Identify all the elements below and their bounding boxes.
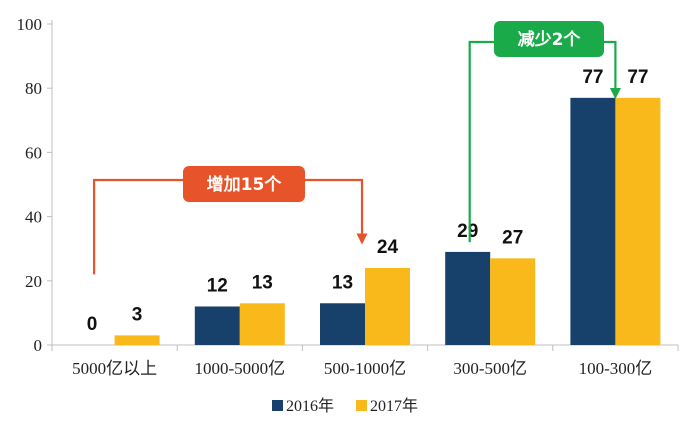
bar bbox=[615, 97, 661, 345]
increase-callout bbox=[183, 166, 305, 202]
y-tick-label: 40 bbox=[25, 208, 42, 227]
legend-swatch bbox=[356, 400, 367, 411]
y-tick-label: 60 bbox=[25, 143, 42, 162]
data-label: 13 bbox=[332, 272, 353, 293]
bar bbox=[239, 303, 285, 345]
y-tick-label: 20 bbox=[25, 272, 42, 291]
x-axis: 5000亿以上 1000-5000亿 500-1000亿 300-500亿 100-30… bbox=[51, 344, 679, 378]
bar bbox=[445, 251, 491, 345]
x-tick-label: 100-300亿 bbox=[579, 359, 653, 378]
data-label: 12 bbox=[207, 275, 228, 296]
y-tick-label: 0 bbox=[34, 336, 43, 355]
y-axis: 0 20 40 60 80 100 bbox=[17, 15, 53, 355]
y-tick-label: 80 bbox=[25, 79, 42, 98]
data-label: 3 bbox=[132, 304, 143, 325]
y-tick-label: 100 bbox=[17, 15, 43, 34]
data-label: 13 bbox=[252, 272, 273, 293]
bar bbox=[320, 303, 365, 345]
bar bbox=[194, 306, 240, 345]
legend-swatch bbox=[272, 400, 283, 411]
x-tick-label: 300-500亿 bbox=[453, 359, 527, 378]
bar bbox=[490, 258, 536, 345]
data-label: 77 bbox=[582, 67, 603, 88]
increase-callout-label: 增加15个 bbox=[207, 174, 283, 195]
legend: 2016年 2017年 bbox=[272, 397, 418, 415]
data-label: 27 bbox=[502, 227, 523, 248]
bars bbox=[114, 97, 661, 345]
data-label: 29 bbox=[457, 221, 478, 242]
decrease-callout-label: 减少2个 bbox=[518, 29, 582, 50]
annotations: 增加15个 减少2个 bbox=[93, 21, 621, 275]
data-label: 24 bbox=[377, 237, 399, 258]
bar bbox=[570, 97, 616, 345]
decrease-callout bbox=[494, 21, 604, 57]
x-tick-label: 5000亿以上 bbox=[72, 359, 157, 378]
data-label: 0 bbox=[87, 314, 98, 335]
legend-label: 2017年 bbox=[370, 397, 418, 415]
data-label: 77 bbox=[627, 67, 648, 88]
data-labels: 0 12 13 29 77 3 13 24 27 77 bbox=[87, 67, 649, 335]
x-tick-label: 500-1000亿 bbox=[324, 359, 406, 378]
x-tick-label: 1000-5000亿 bbox=[194, 359, 285, 378]
bar bbox=[365, 267, 410, 345]
bar bbox=[114, 335, 160, 345]
legend-label: 2016年 bbox=[286, 397, 334, 415]
